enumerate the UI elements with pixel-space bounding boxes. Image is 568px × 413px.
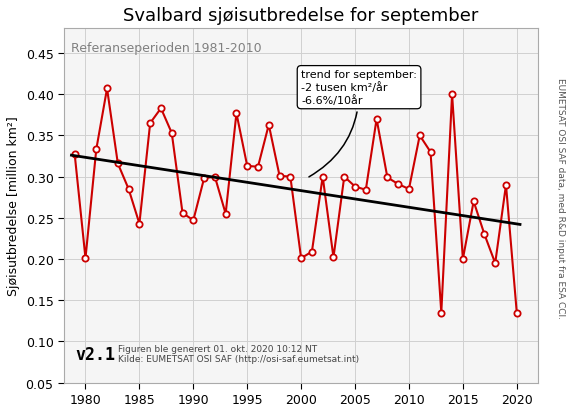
Text: trend for september:
-2 tusen km²/år
-6.6%/10år: trend for september: -2 tusen km²/år -6.…	[301, 70, 417, 178]
Text: Figuren ble generert 01. okt. 2020 10:12 NT
Kilde: EUMETSAT OSI SAF (http://osi-: Figuren ble generert 01. okt. 2020 10:12…	[119, 344, 360, 363]
Title: Svalbard sjøisutbredelse for september: Svalbard sjøisutbredelse for september	[123, 7, 479, 25]
Text: Referanseperioden 1981-2010: Referanseperioden 1981-2010	[71, 42, 262, 55]
Y-axis label: Sjøisutbredelse [million km²]: Sjøisutbredelse [million km²]	[7, 116, 20, 296]
Text: EUMETSAT OSI SAF data, med R&D input fra ESA CCI.: EUMETSAT OSI SAF data, med R&D input fra…	[556, 78, 565, 318]
Text: v2.1: v2.1	[76, 345, 116, 363]
